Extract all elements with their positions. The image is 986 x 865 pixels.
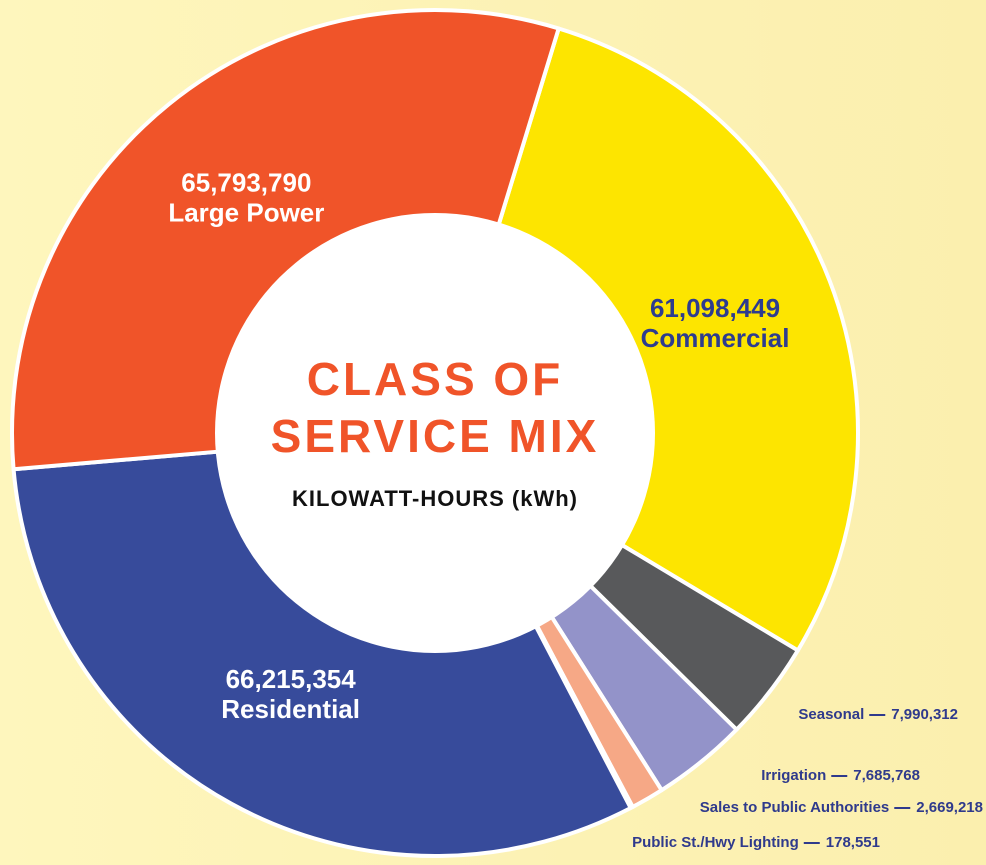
category-label: Irrigation (761, 767, 826, 784)
category-label: Commercial (641, 323, 790, 353)
category-label: Public St./Hwy Lighting (632, 834, 799, 851)
category-label: Large Power (168, 198, 324, 228)
value-label: 7,990,312 (891, 706, 958, 723)
donut-hole (215, 213, 655, 653)
chart-subtitle: KILOWATT-HOURS (kWh) (292, 486, 578, 511)
value-label: 61,098,449 (650, 293, 780, 323)
value-label: 2,669,218 (916, 799, 983, 816)
value-label: 66,215,354 (226, 664, 357, 694)
chart-title: SERVICE MIX (271, 410, 600, 462)
category-label: Residential (221, 694, 360, 724)
value-label: 178,551 (826, 834, 880, 851)
category-label: Seasonal (798, 706, 864, 723)
value-label: 65,793,790 (181, 168, 311, 198)
category-label: Sales to Public Authorities (700, 799, 889, 816)
value-label: 7,685,768 (853, 767, 920, 784)
chart-title: CLASS OF (307, 353, 564, 405)
